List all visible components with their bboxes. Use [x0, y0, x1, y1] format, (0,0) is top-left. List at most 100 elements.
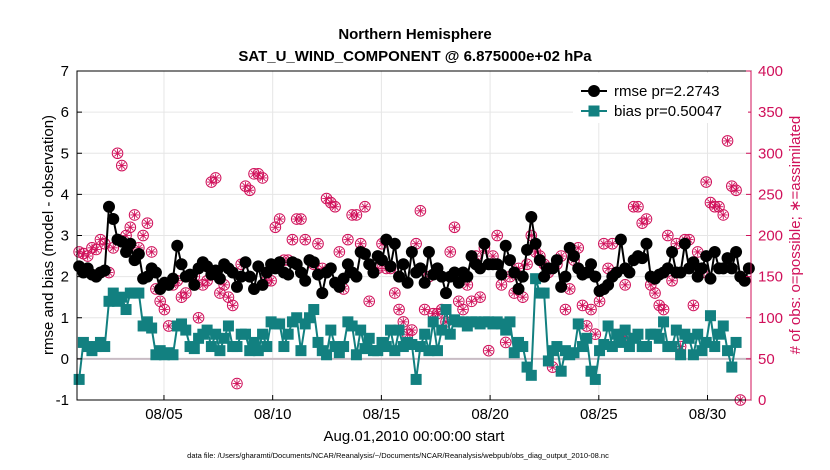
obs-count-point — [495, 279, 508, 291]
bias-point — [594, 345, 606, 357]
right-tick-label: 200 — [758, 228, 783, 245]
bias-point — [303, 312, 315, 324]
obs-count-point — [700, 176, 713, 188]
obs-count-point — [192, 311, 205, 324]
rmse-point — [525, 210, 538, 223]
bias-point — [274, 318, 286, 330]
x-tick-label: 08/30 — [689, 406, 727, 423]
bias-point — [176, 318, 188, 330]
legend: rmse pr=2.2743 bias pr=0.50047 — [573, 73, 748, 123]
rmse-point — [252, 260, 265, 273]
rmse-point — [149, 266, 162, 279]
bias-point — [611, 328, 623, 340]
rmse-point — [243, 270, 256, 283]
rmse-point — [742, 262, 755, 275]
obs-count-point — [406, 324, 418, 336]
rmse-point — [405, 245, 418, 258]
rmse-point — [239, 256, 252, 269]
rmse-point — [393, 270, 406, 283]
obs-count-point — [205, 176, 218, 188]
x-tick-label: 08/20 — [471, 406, 509, 423]
rmse-point — [614, 233, 627, 246]
obs-count-point — [333, 246, 346, 258]
rmse-point — [124, 237, 137, 250]
rmse-point — [717, 262, 730, 275]
bias-point — [278, 341, 290, 353]
bias-point — [120, 304, 132, 316]
bias-point — [222, 320, 234, 332]
bias-point — [423, 345, 435, 357]
bias-point — [589, 373, 601, 385]
obs-count-point — [491, 229, 503, 242]
legend-bias-label: bias pr=0.50047 — [614, 103, 722, 120]
obs-count-point — [499, 336, 512, 349]
bias-point — [666, 341, 678, 353]
bias-point — [146, 322, 158, 334]
bias-point — [551, 341, 563, 353]
bias-point — [141, 316, 153, 328]
x-tick-label: 08/05 — [145, 406, 183, 423]
rmse-point — [171, 239, 184, 252]
obs-count-point — [414, 205, 427, 217]
obs-count-point — [141, 217, 154, 229]
bias-point — [167, 349, 179, 361]
rmse-point — [640, 237, 653, 250]
obs-count-point — [606, 237, 619, 250]
bias-point — [495, 318, 507, 330]
bias-point — [436, 324, 448, 336]
rmse-point — [358, 248, 371, 261]
bias-point — [704, 310, 716, 322]
rmse-point — [230, 280, 243, 293]
rmse-point — [589, 270, 602, 283]
bias-point — [393, 324, 405, 336]
rmse-point — [529, 237, 542, 250]
obs-count-point — [231, 377, 243, 390]
right-tick-label: 0 — [758, 392, 766, 409]
obs-count-point — [730, 184, 742, 197]
rmse-point — [559, 270, 572, 283]
rmse-point — [273, 256, 286, 269]
bias-point — [581, 332, 593, 344]
bias-series — [73, 273, 742, 385]
bias-point — [116, 291, 128, 303]
bias-point — [240, 328, 251, 340]
obs-count-point — [226, 299, 239, 312]
rmse-point — [256, 278, 269, 291]
obs-count-point — [111, 147, 124, 160]
bias-point — [231, 341, 243, 353]
bias-point — [444, 328, 456, 340]
rmse-point — [388, 237, 401, 250]
bias-point — [615, 336, 627, 348]
rmse-point — [533, 254, 546, 267]
chart-subtitle: SAT_U_WIND_COMPONENT @ 6.875000e+02 hPa — [238, 48, 592, 65]
bias-point — [713, 328, 725, 340]
bias-point — [555, 365, 567, 377]
bias-point — [244, 345, 256, 357]
rmse-point — [448, 266, 461, 279]
rmse-point — [184, 268, 197, 281]
bias-point — [410, 373, 422, 385]
obs-count-point — [640, 213, 653, 225]
bias-point — [385, 324, 397, 336]
right-y-axis-label: # of obs: o=possible; ∗=assimilated — [787, 116, 804, 355]
rmse-point — [435, 270, 448, 283]
bias-point — [107, 287, 119, 299]
obs-count-point — [94, 233, 107, 246]
obs-count-point — [448, 221, 461, 234]
obs-count-point — [107, 242, 120, 254]
bias-point — [640, 341, 652, 353]
bias-point — [321, 349, 333, 361]
rmse-point — [695, 262, 708, 275]
bias-point — [299, 318, 311, 330]
obs-count-point — [342, 233, 354, 246]
rmse-point — [282, 268, 295, 281]
obs-count-point — [649, 287, 661, 299]
bias-point — [338, 341, 350, 353]
x-tick-label: 08/15 — [363, 406, 401, 423]
bias-point — [325, 324, 337, 336]
right-tick-label: 150 — [758, 269, 783, 286]
rmse-point — [721, 252, 734, 265]
bias-point — [722, 345, 734, 357]
bias-point — [359, 343, 371, 355]
rmse-point — [188, 278, 201, 291]
